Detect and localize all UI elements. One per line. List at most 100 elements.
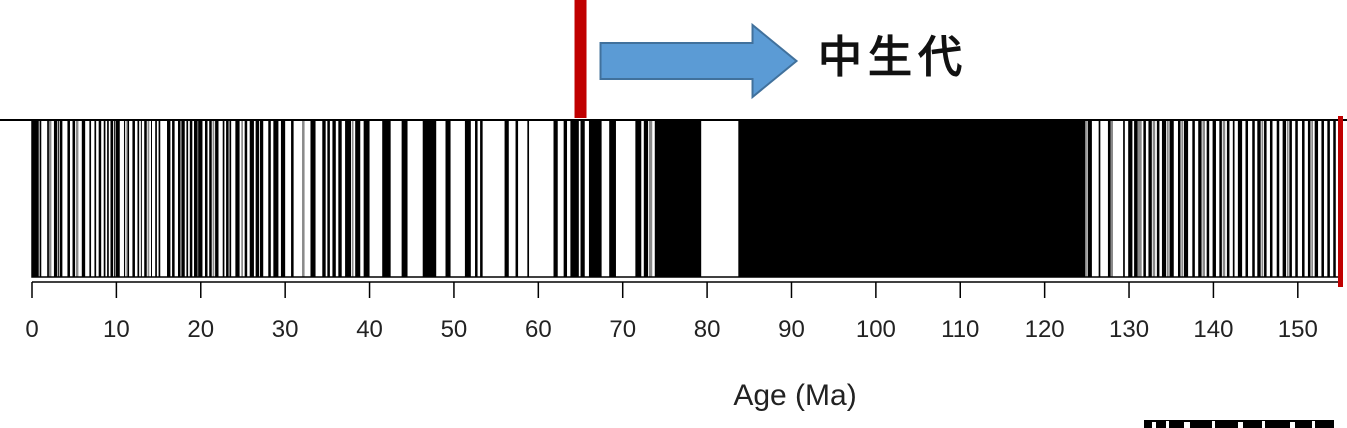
uncertain-polarity-bar-8	[351, 120, 354, 277]
normal-polarity-bar-30	[186, 120, 189, 277]
normal-polarity-bar-76	[738, 120, 1086, 277]
normal-polarity-bar-98	[1245, 120, 1249, 277]
normal-polarity-bar-27	[172, 120, 175, 277]
normal-polarity-bar-38	[226, 120, 229, 277]
normal-polarity-bar-65	[515, 120, 519, 277]
normal-polarity-bar-102	[1269, 120, 1273, 277]
normal-polarity-bar-66	[527, 120, 530, 277]
normal-polarity-bar-15	[113, 120, 115, 277]
normal-polarity-bar-2	[47, 120, 49, 277]
normal-polarity-bar-52	[332, 120, 336, 277]
normal-polarity-bar-100	[1257, 120, 1261, 277]
uncertain-polarity-bar-14	[1167, 120, 1169, 277]
uncertain-polarity-bar-0	[48, 120, 52, 277]
normal-polarity-bar-13	[107, 120, 109, 277]
normal-polarity-bar-11	[98, 120, 102, 277]
normal-polarity-bar-84	[1148, 120, 1152, 277]
normal-polarity-bar-71	[588, 120, 602, 277]
normal-polarity-bar-39	[229, 120, 232, 277]
normal-polarity-bar-72	[609, 120, 616, 277]
x-tick-label-11: 110	[941, 316, 979, 343]
normal-polarity-bar-59	[422, 120, 437, 277]
normal-polarity-bar-109	[1314, 120, 1319, 277]
end-marker	[1338, 116, 1343, 287]
normal-polarity-bar-99	[1252, 120, 1255, 277]
normal-polarity-bar-106	[1295, 120, 1298, 277]
polarity-bars	[32, 120, 1336, 277]
normal-polarity-bar-81	[1128, 120, 1133, 277]
uncertain-polarity-bar-2	[125, 120, 127, 277]
normal-polarity-bar-10	[94, 120, 97, 277]
normal-polarity-bar-31	[189, 120, 193, 277]
normal-polarity-bar-85	[1156, 120, 1160, 277]
normal-polarity-bar-43	[255, 120, 260, 277]
normal-polarity-bar-44	[259, 120, 264, 277]
uncertain-polarity-bar-5	[212, 120, 215, 277]
normal-polarity-bar-68	[563, 120, 568, 277]
corner-fragment	[1144, 420, 1334, 428]
normal-polarity-bar-95	[1226, 120, 1230, 277]
boundary-marker	[574, 0, 587, 118]
uncertain-polarity-bar-15	[1181, 120, 1184, 277]
uncertain-polarity-bar-3	[147, 120, 150, 277]
uncertain-polarity-bar-12	[1137, 120, 1142, 277]
normal-polarity-bar-29	[181, 120, 185, 277]
normal-polarity-bar-47	[280, 120, 286, 277]
normal-polarity-bar-21	[140, 120, 142, 277]
normal-polarity-bar-56	[363, 120, 370, 277]
normal-polarity-bar-103	[1276, 120, 1280, 277]
normal-polarity-bar-61	[464, 120, 471, 277]
normal-polarity-bar-63	[480, 120, 483, 277]
normal-polarity-bar-94	[1219, 120, 1222, 277]
normal-polarity-bar-41	[244, 120, 248, 277]
normal-polarity-bar-14	[110, 120, 114, 277]
normal-polarity-bar-53	[338, 120, 342, 277]
x-tick-label-0: 0	[25, 316, 38, 343]
normal-polarity-bar-22	[144, 120, 147, 277]
x-tick-label-5: 50	[441, 316, 468, 343]
normal-polarity-bar-37	[222, 120, 225, 277]
normal-polarity-bar-48	[291, 120, 294, 277]
normal-polarity-bar-60	[445, 120, 451, 277]
normal-polarity-bar-64	[504, 120, 509, 277]
normal-polarity-bar-96	[1232, 120, 1235, 277]
x-axis-title: Age (Ma)	[733, 379, 856, 412]
uncertain-polarity-bar-6	[241, 120, 243, 277]
normal-polarity-bar-77	[1087, 120, 1092, 277]
normal-polarity-bar-82	[1134, 120, 1138, 277]
normal-polarity-bar-74	[643, 120, 649, 277]
x-tick-label-9: 90	[778, 316, 805, 343]
normal-polarity-bar-24	[155, 120, 157, 277]
x-tick-label-10: 100	[856, 316, 896, 343]
x-tick-label-1: 10	[103, 316, 130, 343]
normal-polarity-bar-110	[1321, 120, 1324, 277]
normal-polarity-bar-36	[215, 120, 219, 277]
normal-polarity-bar-6	[67, 120, 70, 277]
normal-polarity-bar-88	[1177, 120, 1181, 277]
uncertain-polarity-bar-9	[648, 120, 653, 277]
uncertain-polarity-bar-20	[1311, 120, 1313, 277]
normal-polarity-bar-0	[32, 120, 39, 277]
normal-polarity-bar-51	[327, 120, 330, 277]
normal-polarity-bar-8	[81, 120, 86, 277]
x-axis-ticks: 0 10 20 30 40 50 60 70 80 90 100 110 120 130 140 150	[25, 282, 1318, 343]
uncertain-polarity-bar-1	[75, 120, 79, 277]
normal-polarity-bar-32	[194, 120, 198, 277]
normal-polarity-bar-90	[1192, 120, 1195, 277]
normal-polarity-bar-20	[137, 120, 140, 277]
normal-polarity-bar-86	[1161, 120, 1167, 277]
normal-polarity-bar-5	[59, 120, 63, 277]
normal-polarity-bar-49	[310, 120, 316, 277]
normal-polarity-bar-108	[1307, 120, 1311, 277]
normal-polarity-bar-26	[167, 120, 171, 277]
normal-polarity-bar-92	[1206, 120, 1210, 277]
x-tick-label-15: 150	[1278, 316, 1318, 343]
normal-polarity-bar-55	[355, 120, 361, 277]
normal-polarity-bar-3	[53, 120, 58, 277]
normal-polarity-bar-12	[103, 120, 106, 277]
normal-polarity-bar-97	[1237, 120, 1243, 277]
era-annotation	[574, 0, 1343, 287]
normal-polarity-bar-111	[1327, 120, 1330, 277]
normal-polarity-bar-83	[1143, 120, 1146, 277]
